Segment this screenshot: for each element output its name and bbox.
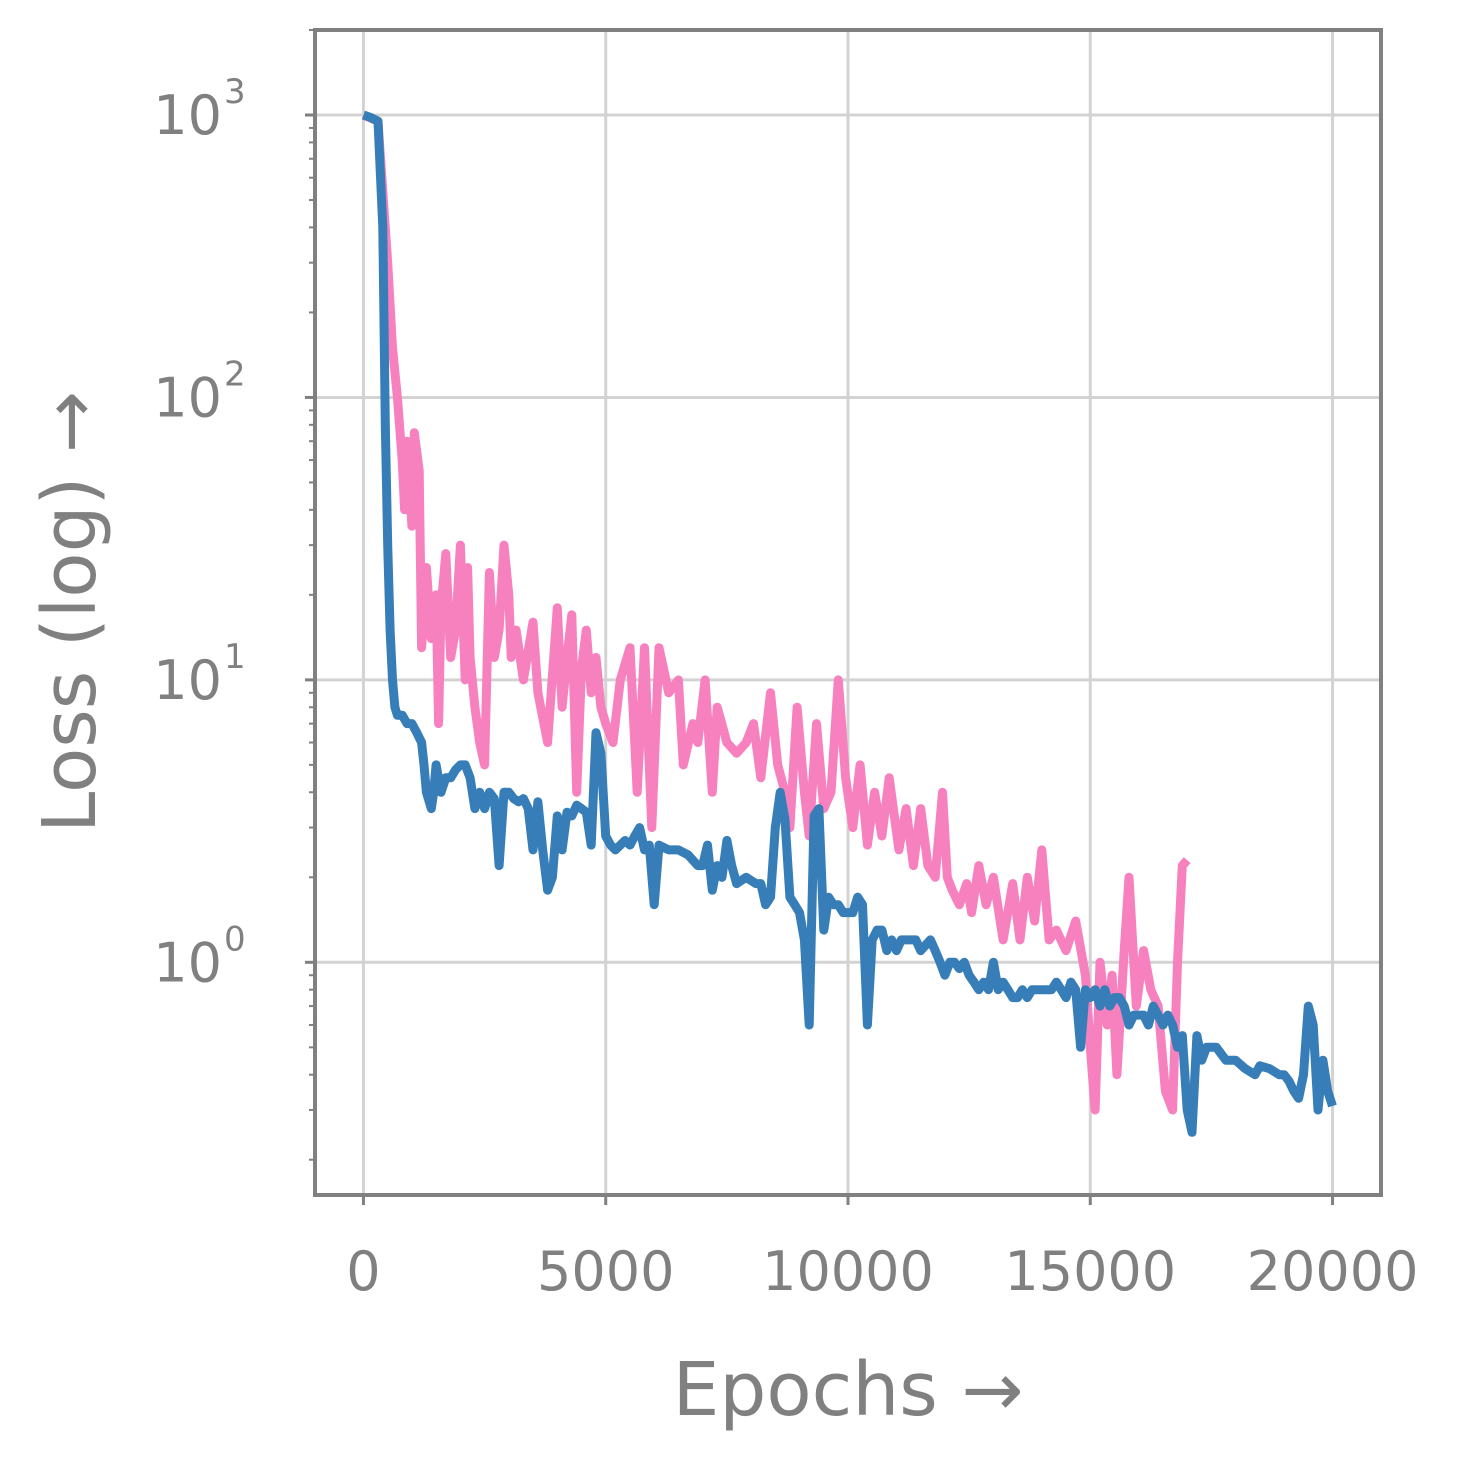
grid	[315, 30, 1381, 1195]
y-tick-exponent: 2	[224, 354, 246, 394]
y-axis-title: Loss (log) →	[27, 391, 113, 833]
y-tick-exponent: 0	[224, 919, 246, 959]
x-tick-label: 5000	[537, 1240, 674, 1303]
y-tick-exponent: 1	[224, 637, 246, 677]
x-tick-label: 10000	[762, 1240, 934, 1303]
plot-frame	[313, 28, 1383, 1197]
x-tick-label: 0	[346, 1240, 380, 1303]
series-layer	[361, 110, 1337, 1137]
y-tick-exponent: 3	[224, 72, 246, 112]
x-tick-label: 15000	[1004, 1240, 1176, 1303]
y-tick-label: 10	[153, 649, 222, 712]
y-tick-label: 10	[153, 931, 222, 994]
y-tick-label: 10	[153, 84, 222, 147]
series-line-1	[361, 110, 1191, 1115]
y-tick-label: 10	[153, 366, 222, 429]
x-axis-title: Epochs →	[673, 1347, 1024, 1433]
x-tick-label: 20000	[1247, 1240, 1419, 1303]
series-line-2	[362, 110, 1337, 1137]
